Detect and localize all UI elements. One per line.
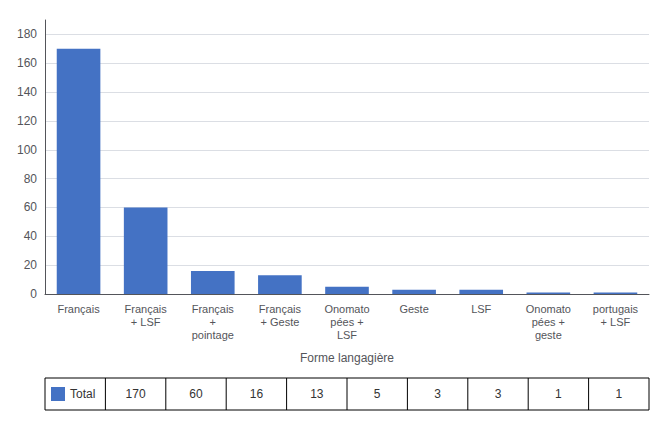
svg-text:1: 1 bbox=[615, 387, 622, 401]
svg-text:0: 0 bbox=[30, 287, 37, 301]
svg-text:60: 60 bbox=[189, 387, 203, 401]
svg-text:80: 80 bbox=[24, 172, 38, 186]
svg-text:160: 160 bbox=[17, 56, 37, 70]
svg-text:40: 40 bbox=[24, 229, 38, 243]
svg-text:Geste: Geste bbox=[399, 303, 428, 315]
svg-text:100: 100 bbox=[17, 143, 37, 157]
svg-text:Français: Français bbox=[192, 303, 235, 315]
svg-text:Français: Français bbox=[259, 303, 302, 315]
svg-text:pées +: pées + bbox=[330, 316, 363, 328]
svg-text:+ Geste: + Geste bbox=[260, 316, 299, 328]
svg-text:Onomato: Onomato bbox=[324, 303, 369, 315]
svg-text:Français: Français bbox=[125, 303, 168, 315]
svg-text:60: 60 bbox=[24, 200, 38, 214]
svg-text:Forme langagière: Forme langagière bbox=[300, 351, 394, 365]
svg-text:Total: Total bbox=[70, 387, 95, 401]
svg-text:LSF: LSF bbox=[471, 303, 491, 315]
svg-text:+ LSF: + LSF bbox=[601, 316, 631, 328]
svg-text:geste: geste bbox=[535, 329, 562, 341]
svg-text:3: 3 bbox=[495, 387, 502, 401]
svg-text:120: 120 bbox=[17, 114, 37, 128]
svg-text:20: 20 bbox=[24, 258, 38, 272]
svg-text:3: 3 bbox=[434, 387, 441, 401]
svg-text:+ LSF: + LSF bbox=[131, 316, 161, 328]
svg-text:LSF: LSF bbox=[337, 329, 357, 341]
svg-text:140: 140 bbox=[17, 85, 37, 99]
svg-text:5: 5 bbox=[374, 387, 381, 401]
svg-text:16: 16 bbox=[250, 387, 264, 401]
svg-text:Français: Français bbox=[57, 303, 100, 315]
svg-text:13: 13 bbox=[310, 387, 324, 401]
svg-text:pées +: pées + bbox=[532, 316, 565, 328]
svg-text:170: 170 bbox=[126, 387, 146, 401]
svg-text:+: + bbox=[210, 316, 216, 328]
svg-text:1: 1 bbox=[555, 387, 562, 401]
svg-text:pointage: pointage bbox=[192, 329, 234, 341]
svg-text:portugais: portugais bbox=[593, 303, 639, 315]
svg-text:Onomato: Onomato bbox=[526, 303, 571, 315]
svg-text:180: 180 bbox=[17, 27, 37, 41]
